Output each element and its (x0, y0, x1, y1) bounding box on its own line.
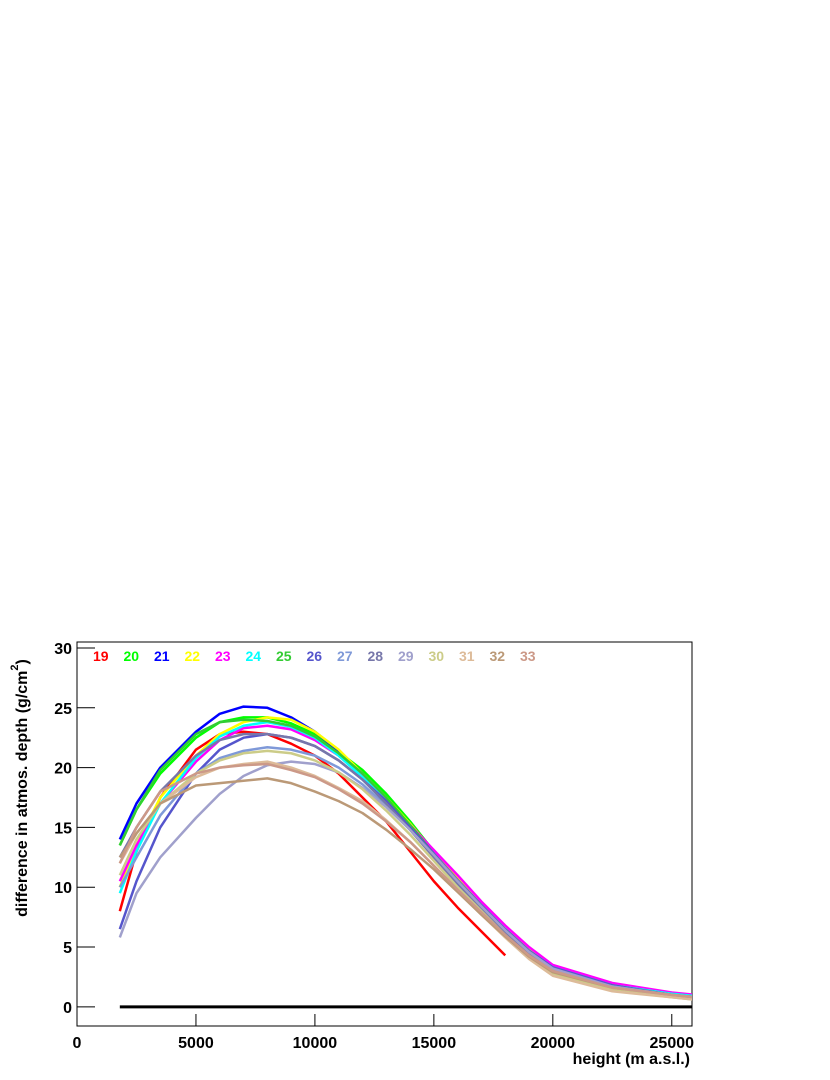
x-tick-label: 20000 (531, 1035, 576, 1052)
plot-area (118, 705, 692, 1009)
x-tick-label: 5000 (178, 1035, 214, 1052)
series-line (118, 762, 692, 999)
x-axis-label: height (m a.s.l.) (573, 1051, 690, 1068)
x-tick-label: 10000 (293, 1035, 338, 1052)
series-line (118, 716, 692, 999)
legend-entry: 30 (429, 648, 445, 664)
series-line (118, 749, 692, 1001)
series-line (118, 716, 692, 997)
y-axis-label: difference in atmos. depth (g/cm2) (9, 659, 31, 917)
series-line (118, 730, 507, 957)
y-axis-label-text: difference in atmos. depth (g/cm (14, 671, 31, 917)
plot-frame (76, 641, 693, 1027)
series-line (118, 718, 692, 999)
x-tick-label: 25000 (650, 1035, 695, 1052)
x-tick-label: 15000 (412, 1035, 457, 1052)
series-line (118, 777, 692, 999)
y-tick-label: 20 (54, 761, 72, 778)
legend-entry: 20 (124, 648, 140, 664)
series-line (118, 760, 692, 1001)
legend-entry: 29 (398, 648, 414, 664)
legend-entry: 28 (368, 648, 384, 664)
y-axis-label-close: ) (14, 659, 31, 664)
x-tick-label: 0 (73, 1035, 82, 1052)
y-tick-label: 0 (63, 1000, 72, 1017)
legend-entry: 27 (337, 648, 353, 664)
legend-entry: 19 (93, 648, 109, 664)
legend-entry: 23 (215, 648, 231, 664)
legend-entry: 21 (154, 648, 170, 664)
legend-entry: 24 (246, 648, 262, 664)
y-axis-label-sup: 2 (9, 664, 21, 670)
legend-entry: 33 (520, 648, 536, 664)
y-tick-label: 30 (54, 641, 72, 658)
legend-entry: 25 (276, 648, 292, 664)
legend-entry: 31 (459, 648, 475, 664)
legend-entry: 22 (185, 648, 201, 664)
series-line (118, 760, 692, 999)
y-tick-label: 10 (54, 880, 72, 897)
y-tick-label: 15 (54, 820, 72, 837)
y-tick-label: 5 (63, 940, 72, 957)
y-tick-label: 25 (54, 701, 72, 718)
legend-entry: 32 (490, 648, 506, 664)
legend-entry: 26 (307, 648, 323, 664)
